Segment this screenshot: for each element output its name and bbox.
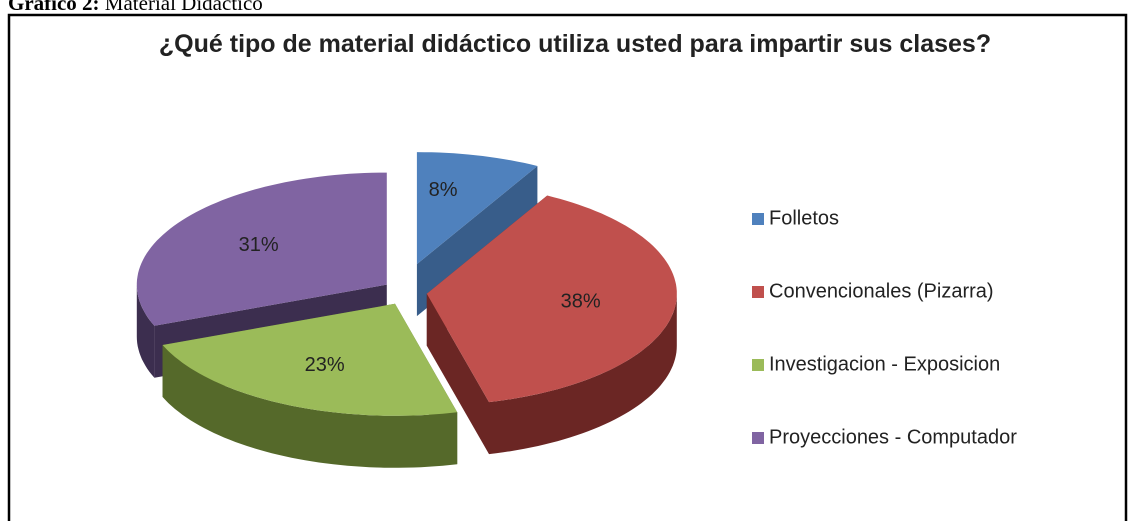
data-label: 38% bbox=[561, 291, 601, 313]
legend-swatch bbox=[752, 359, 764, 371]
caption-text: Material Didáctico bbox=[104, 0, 263, 15]
data-label: 23% bbox=[305, 354, 345, 376]
chart-frame bbox=[7, 13, 1128, 521]
caption-label: Gráfico 2: bbox=[8, 0, 100, 15]
legend-swatch bbox=[752, 432, 764, 444]
slice bbox=[426, 195, 677, 403]
data-label: 31% bbox=[239, 234, 279, 256]
legend-label: Folletos bbox=[769, 207, 839, 229]
data-label: 8% bbox=[429, 179, 458, 201]
slice bbox=[136, 172, 387, 326]
slice-wall bbox=[489, 293, 677, 455]
legend-swatch bbox=[752, 213, 764, 225]
slice-wall bbox=[136, 284, 155, 378]
slice bbox=[162, 303, 458, 416]
chart-title: ¿Qué tipo de material didáctico utiliza … bbox=[158, 30, 992, 58]
legend-swatch bbox=[752, 286, 764, 298]
legend-label: Proyecciones - Computador bbox=[769, 426, 1017, 448]
legend-label: Convencionales (Pizarra) bbox=[769, 280, 994, 302]
slice-side bbox=[426, 293, 489, 455]
legend-label: Investigacion - Exposicion bbox=[769, 353, 1000, 375]
slice bbox=[416, 152, 538, 265]
slice-wall bbox=[162, 345, 458, 468]
caption: Gráfico 2: Material Didáctico bbox=[8, 0, 263, 16]
